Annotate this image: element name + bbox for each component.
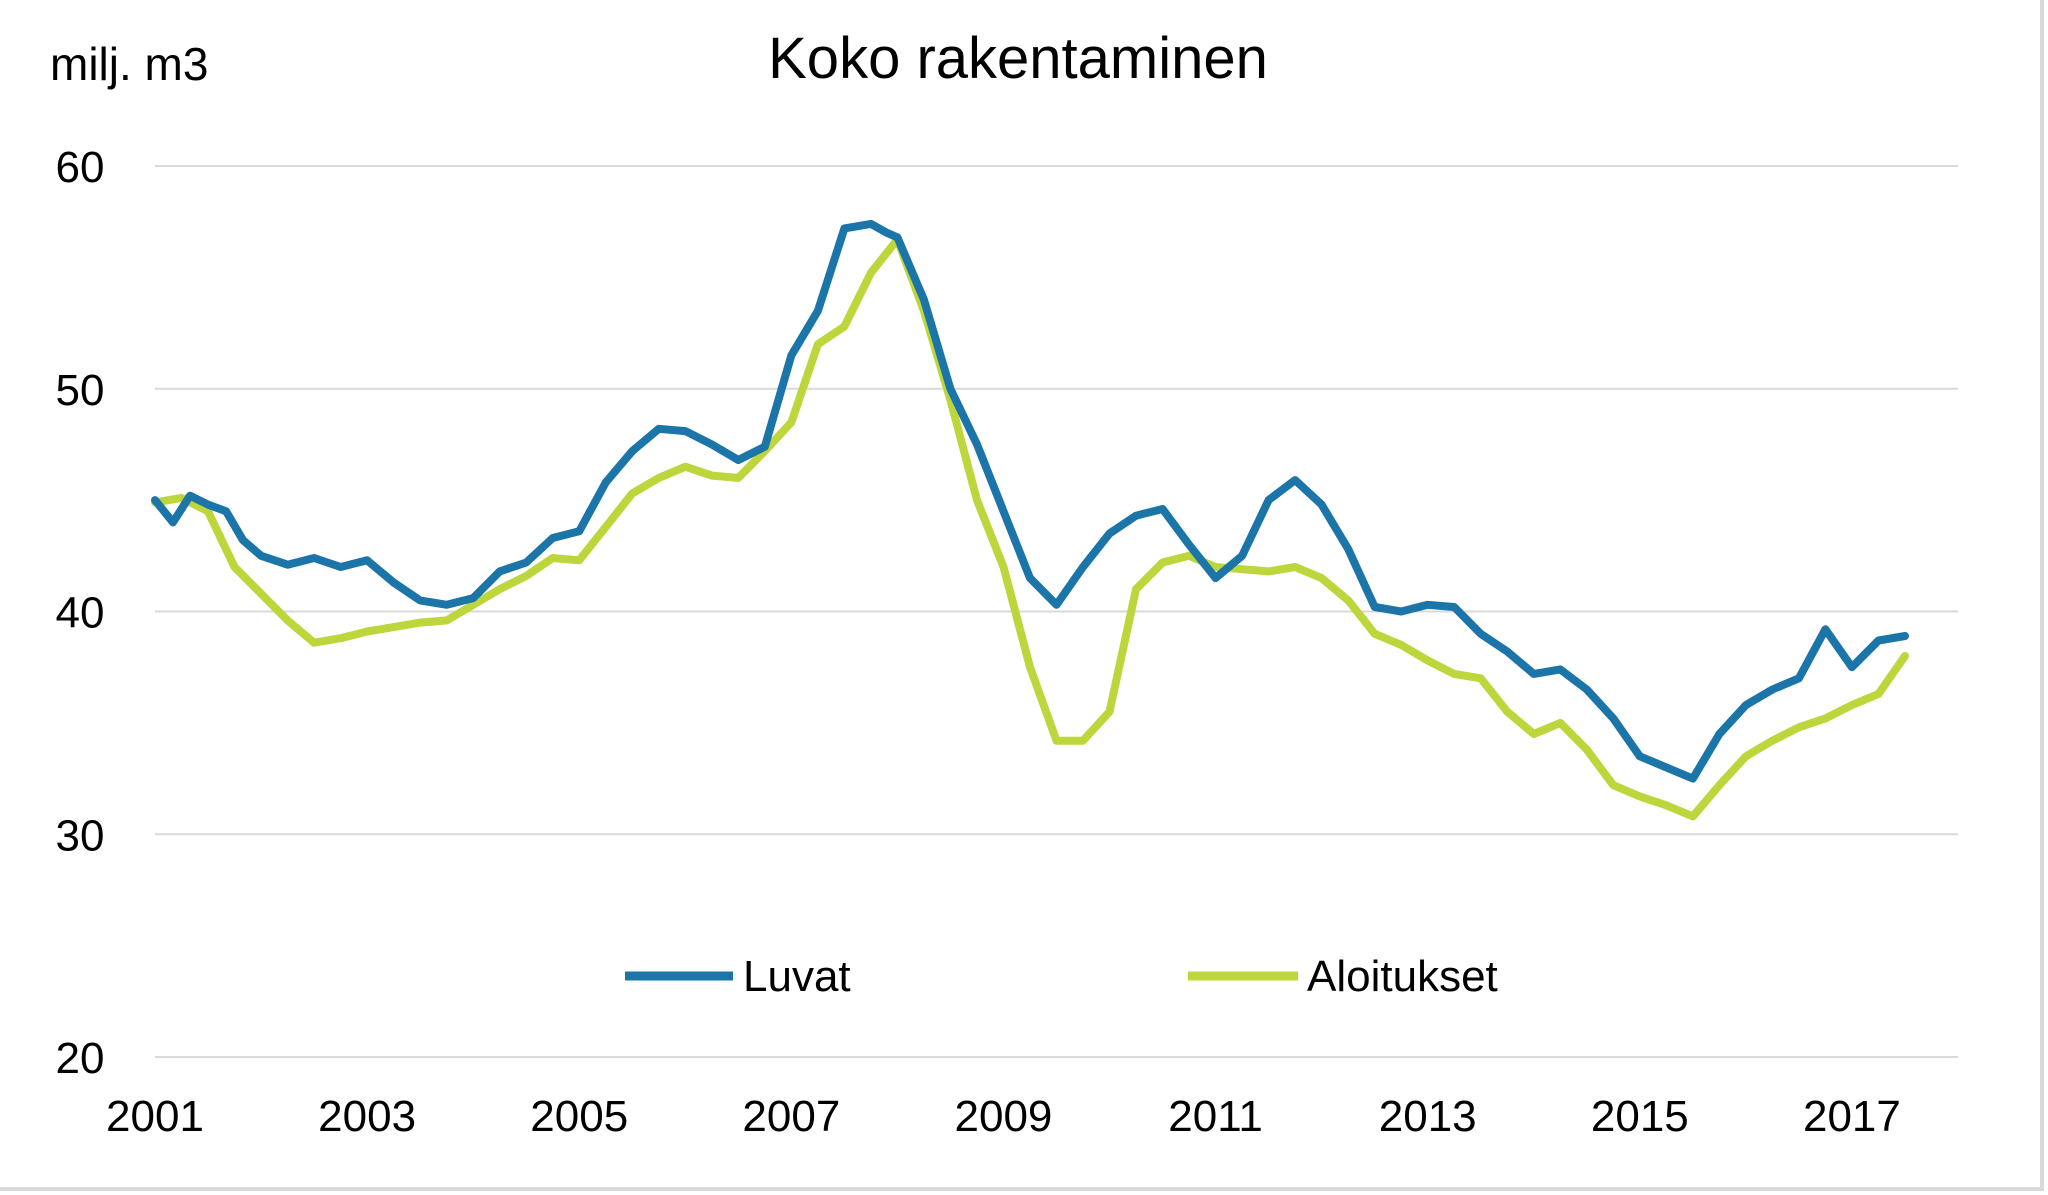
x-tick-label: 2013 xyxy=(1379,1092,1477,1141)
x-axis-ticks: 2001 2003 2005 2007 2009 2011 2013 2015 2017 xyxy=(106,1092,1901,1141)
x-tick-label: 2009 xyxy=(955,1092,1053,1141)
legend-label-aloitukset: Aloitukset xyxy=(1307,952,1498,1001)
y-tick-label: 40 xyxy=(56,589,105,638)
gridlines xyxy=(155,165,1958,1058)
y-tick-label: 30 xyxy=(56,811,105,860)
x-tick-label: 2007 xyxy=(742,1092,840,1141)
y-tick-label: 50 xyxy=(56,366,105,415)
x-tick-label: 2017 xyxy=(1803,1092,1901,1141)
series-line-luvat xyxy=(151,219,1909,783)
x-tick-label: 2005 xyxy=(530,1092,628,1141)
series-lines xyxy=(151,219,1909,821)
x-tick-label: 2003 xyxy=(318,1092,416,1141)
legend-label-luvat: Luvat xyxy=(743,952,851,1001)
legend: Luvat Aloitukset xyxy=(625,952,1498,1001)
x-tick-label: 2015 xyxy=(1591,1092,1689,1141)
y-axis-ticks: 60 50 40 30 20 xyxy=(56,143,105,1083)
y-tick-label: 20 xyxy=(56,1034,105,1083)
x-tick-label: 2001 xyxy=(106,1092,204,1141)
x-tick-label: 2011 xyxy=(1168,1092,1263,1141)
y-axis-unit-label: milj. m3 xyxy=(50,38,208,90)
series-line-aloitukset xyxy=(151,235,1909,821)
y-tick-label: 60 xyxy=(56,143,105,192)
chart-title: Koko rakentaminen xyxy=(768,26,1268,91)
